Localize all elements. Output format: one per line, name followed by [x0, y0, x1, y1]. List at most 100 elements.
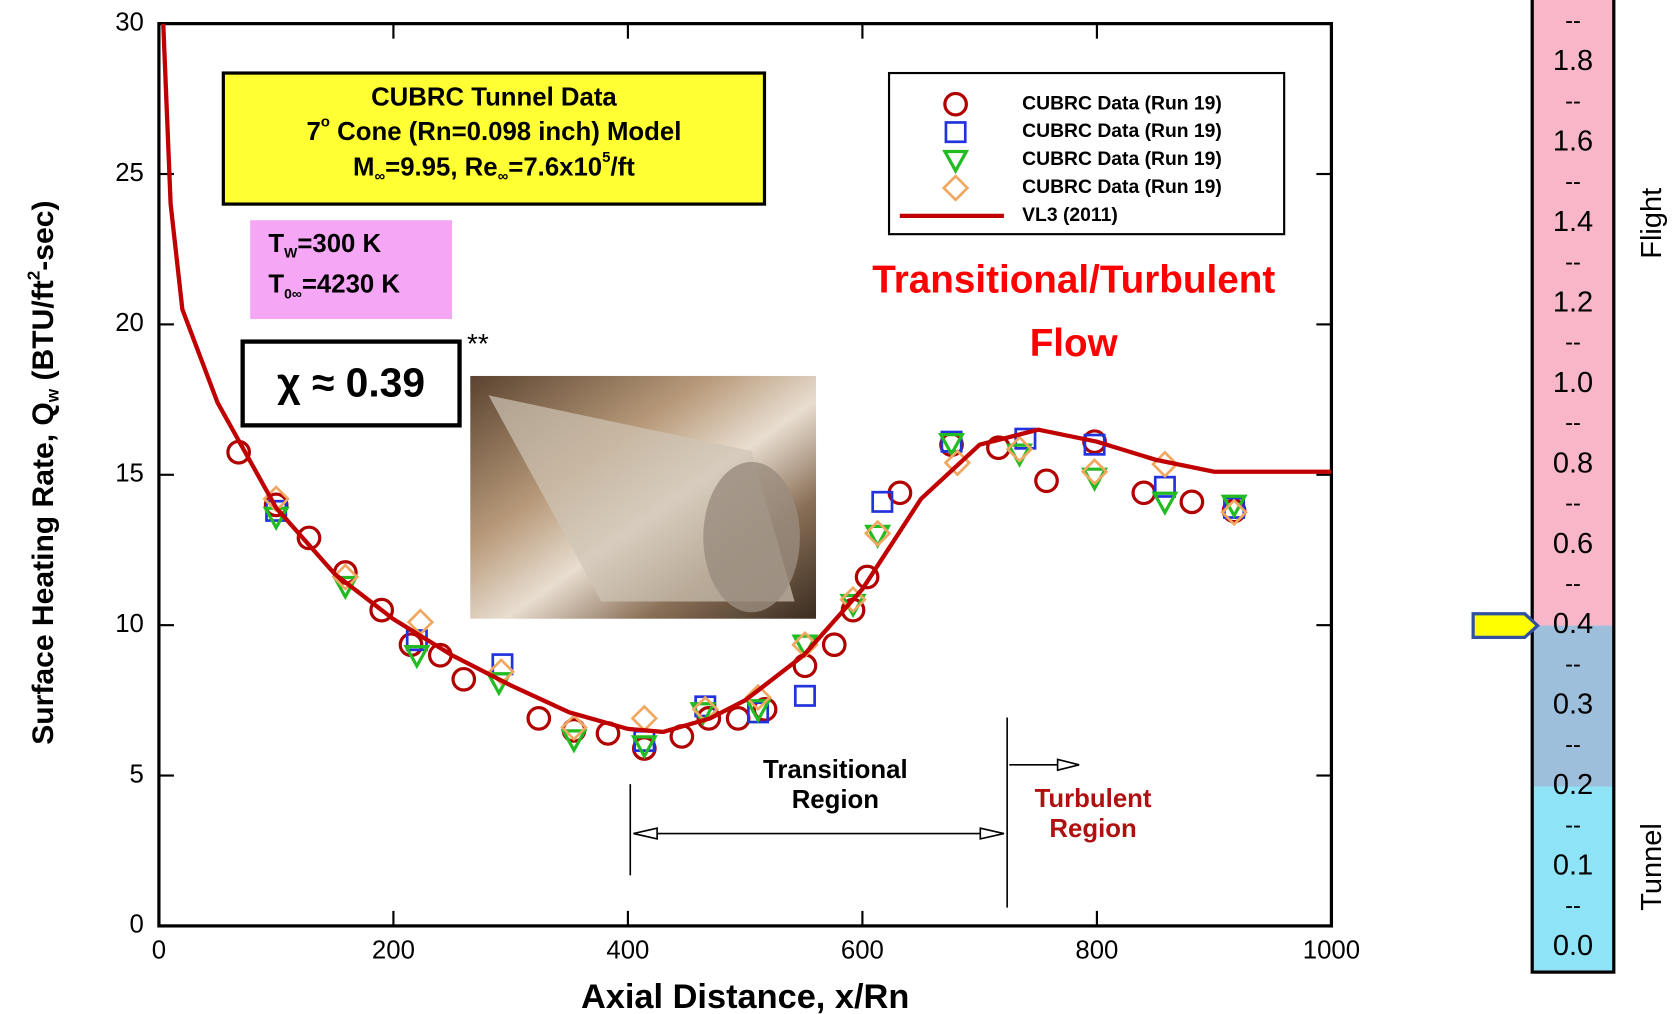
y-tick-label: 30: [115, 8, 144, 36]
region-label: Region: [792, 786, 879, 814]
point: [793, 684, 816, 707]
line-series: [161, 23, 1332, 735]
t: 0∞: [284, 285, 302, 301]
colorbar-separator: --: [1565, 491, 1581, 517]
y-tick-label: 25: [115, 159, 144, 187]
colorbar-tick-label: 0.2: [1553, 769, 1593, 801]
t: Surface Heating Rate, Q: [27, 402, 60, 745]
point: [331, 563, 360, 591]
t: 2: [23, 271, 43, 281]
t: =4230 K: [302, 271, 401, 299]
point: [1034, 468, 1059, 494]
photo: [470, 375, 817, 619]
point: [871, 490, 894, 513]
colorbar-tick-label: 0.6: [1553, 528, 1593, 560]
chi-label: χ ≈ 0.39: [277, 359, 425, 405]
point: [487, 658, 515, 686]
info-box: [221, 71, 767, 206]
point: [821, 632, 847, 658]
legend-swatch: [942, 149, 970, 175]
point: [744, 683, 772, 712]
colorbar-separator: --: [1565, 652, 1581, 678]
x-tick-label: 800: [1075, 937, 1118, 965]
point: [1080, 458, 1109, 486]
chi-note: **: [467, 328, 489, 359]
t: w: [42, 388, 62, 403]
flow-label: Flow: [1030, 322, 1119, 365]
colorbar-frame: [1530, 0, 1616, 974]
colorbar-separator: --: [1565, 169, 1581, 195]
colorbar-tick-label: 1.6: [1553, 126, 1593, 158]
colorbar-tick-label: 0.3: [1553, 689, 1593, 721]
point: [1151, 491, 1179, 516]
legend-label: CUBRC Data (Run 19): [1022, 149, 1222, 170]
colorbar-band: [1532, 625, 1614, 787]
info-line: M∞=9.95, Re∞=7.6x105/ft: [353, 149, 635, 185]
info-line: 7o Cone (Rn=0.098 inch) Model: [306, 113, 681, 146]
legend-label: VL3 (2011): [1022, 205, 1118, 226]
point: [1131, 480, 1157, 506]
t: =300 K: [297, 230, 381, 258]
x-tick-label: 0: [152, 937, 166, 965]
point: [630, 704, 659, 733]
colorbar-separator: --: [1565, 250, 1581, 276]
point: [1220, 498, 1248, 527]
info-line: CUBRC Tunnel Data: [371, 84, 617, 112]
point: [451, 666, 477, 692]
temp-line: TW=300 K: [268, 230, 381, 260]
point: [526, 706, 552, 731]
legend-label: CUBRC Data (Run 19): [1022, 93, 1222, 114]
y-tick-label: 20: [115, 309, 144, 337]
colorbar-separator: --: [1565, 330, 1581, 356]
t: o: [321, 113, 330, 130]
region-label: Turbulent: [1035, 785, 1152, 813]
x-axis-label: Axial Distance, x/Rn: [581, 978, 909, 1014]
marker: [1471, 612, 1540, 640]
t: Cone (Rn=0.098 inch) Model: [330, 118, 681, 146]
legend-swatch: [941, 174, 970, 202]
y-tick-label: 15: [115, 460, 144, 488]
point: [1014, 427, 1037, 450]
x-tick-label: 600: [841, 937, 884, 965]
t: ∞: [498, 168, 509, 185]
x-tick-label: 200: [372, 937, 415, 965]
colorbar-tick-label: 1.0: [1553, 367, 1593, 399]
point: [725, 706, 751, 731]
y-tick-label: 5: [130, 760, 144, 788]
point: [1005, 435, 1034, 463]
colorbar-band: [1532, 786, 1614, 973]
point: [839, 585, 867, 614]
point: [854, 564, 880, 590]
point: [752, 697, 778, 722]
t: (BTU/ft: [27, 280, 60, 389]
temp-line: T0∞=4230 K: [268, 271, 400, 301]
point: [1179, 489, 1205, 515]
legend-swatch: [943, 91, 968, 117]
y-tick-label: 10: [115, 610, 144, 638]
colorbar-tick-label: 0.1: [1553, 850, 1593, 882]
t: W: [284, 244, 298, 260]
colorbar-tick-label: 0.0: [1553, 930, 1593, 962]
colorbar-tick-label: 1.4: [1553, 206, 1593, 238]
region-label: Transitional: [763, 756, 908, 784]
x-tick-label: 400: [606, 937, 649, 965]
y-tick-label: 0: [130, 911, 144, 939]
region-arrows: [629, 717, 1080, 908]
legend-box: [887, 71, 1286, 236]
legend-swatch: [944, 121, 967, 144]
colorbar-tick-label: 1.8: [1553, 45, 1593, 77]
colorbar-separator: --: [1565, 893, 1581, 919]
t: M: [353, 153, 374, 181]
t: 5: [602, 149, 610, 166]
legend-label: CUBRC Data (Run 19): [1022, 177, 1222, 198]
y-axis-label: Surface Heating Rate, Qw (BTU/ft2-sec): [23, 201, 62, 745]
t: /ft: [611, 153, 636, 181]
point: [744, 699, 772, 724]
plot-area: [161, 23, 1332, 761]
point: [403, 645, 431, 670]
point: [560, 713, 588, 742]
point: [696, 706, 722, 731]
colorbar-separator: --: [1565, 572, 1581, 598]
